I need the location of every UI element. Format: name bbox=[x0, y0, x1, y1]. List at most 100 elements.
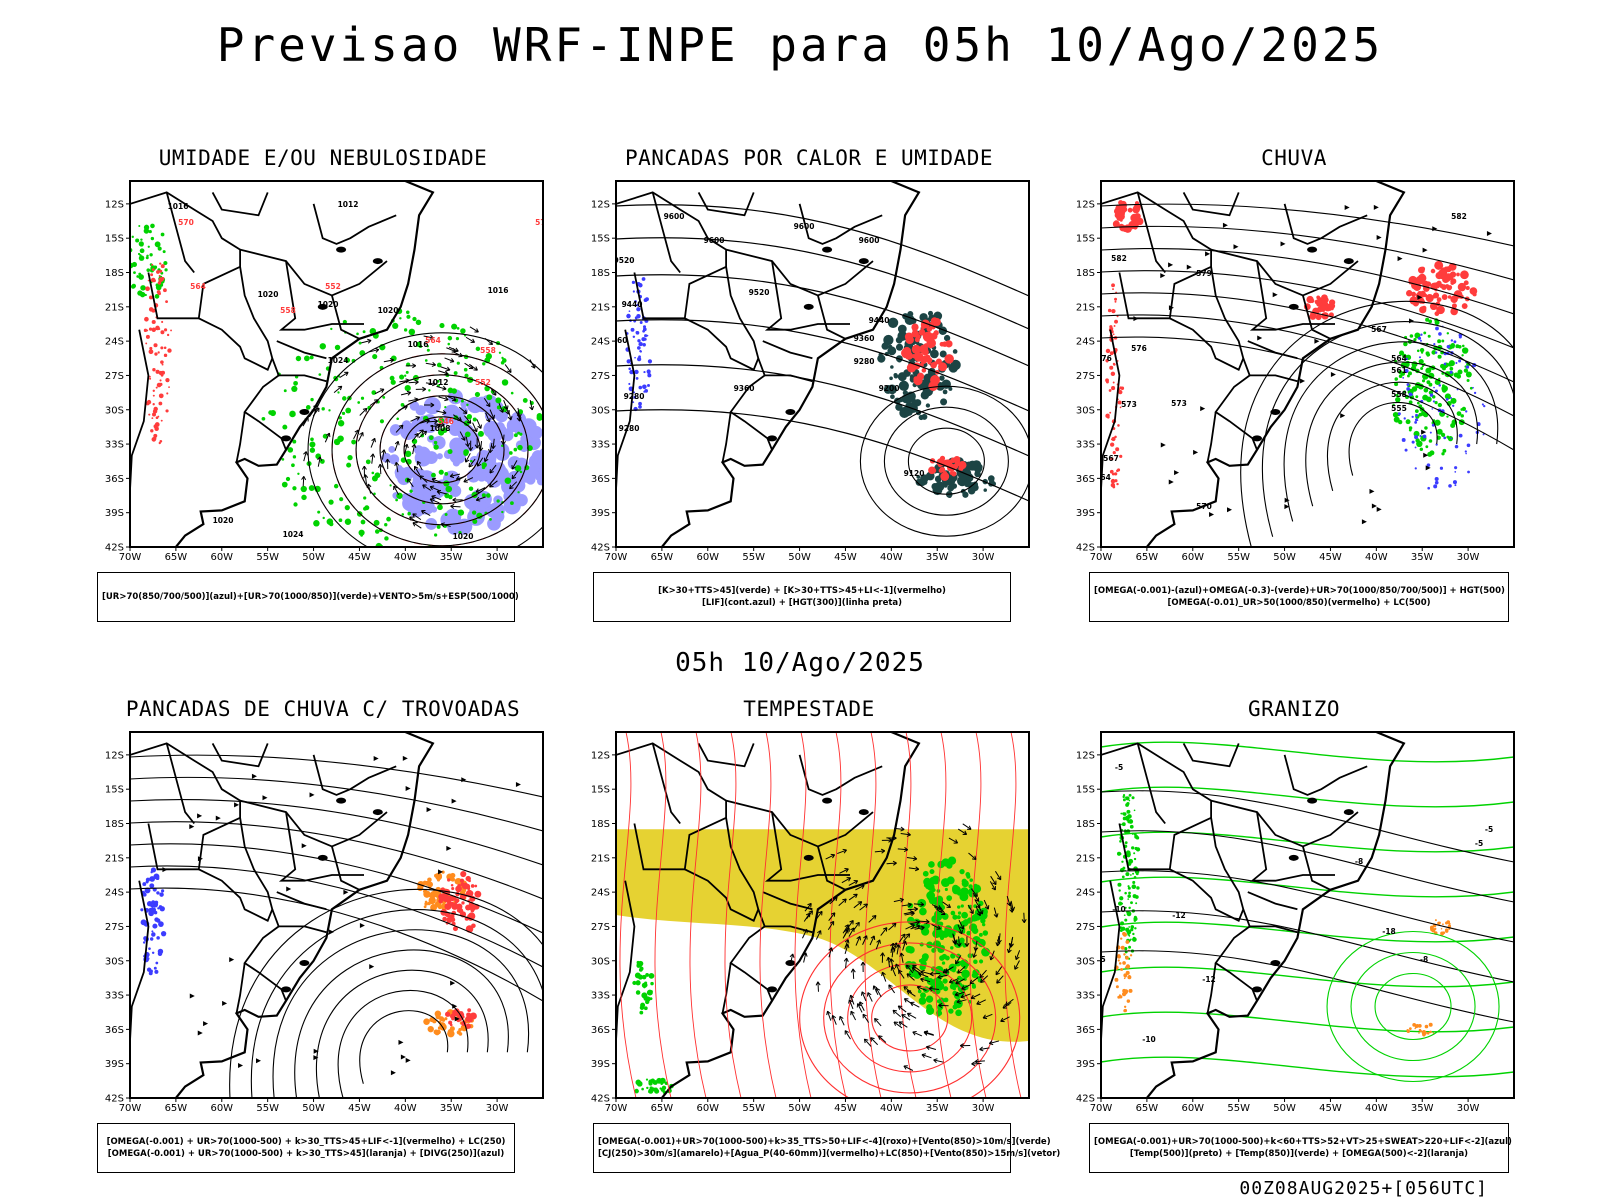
wind-arrow bbox=[1010, 936, 1014, 947]
streamline-marker bbox=[1168, 305, 1174, 311]
wind-arrow bbox=[911, 967, 921, 974]
wind-arrow-head bbox=[946, 903, 951, 909]
wind-arrow-head bbox=[370, 453, 376, 458]
shade-cell bbox=[388, 454, 400, 465]
shade-cell bbox=[973, 959, 978, 964]
lon-tick-label: 50W bbox=[302, 552, 325, 563]
shade-cell bbox=[1449, 366, 1454, 371]
wind-arrow bbox=[844, 944, 849, 955]
streamline bbox=[829, 732, 847, 1098]
wind-arrow-head bbox=[379, 388, 385, 393]
shade-cell bbox=[921, 953, 929, 961]
wind-arrow-head bbox=[503, 405, 509, 410]
shade-cell bbox=[1397, 412, 1401, 416]
shade-cell bbox=[918, 329, 926, 336]
border-line bbox=[1206, 962, 1217, 1014]
shade-cell bbox=[150, 429, 154, 433]
wind-arrow-head bbox=[853, 879, 859, 885]
legend-umidade-line-1: [UR>70(850/700/500)](azul)+[UR>70(1000/8… bbox=[102, 592, 519, 602]
shade-cell bbox=[982, 922, 986, 927]
shade-cell bbox=[628, 310, 631, 313]
shade-cell bbox=[626, 313, 631, 319]
lat-tick-label: 33S bbox=[105, 991, 124, 1002]
shade-cell bbox=[1452, 480, 1457, 485]
shade-cell bbox=[1418, 266, 1425, 274]
lat-tick-label: 42S bbox=[1076, 543, 1095, 554]
wind-arrow bbox=[453, 414, 462, 421]
wind-arrow bbox=[381, 449, 385, 460]
wind-arrow bbox=[489, 409, 495, 419]
shade-cell bbox=[929, 321, 934, 326]
wind-arrow bbox=[839, 1016, 845, 1026]
shade-cell bbox=[481, 462, 487, 468]
shade-cell bbox=[1118, 889, 1121, 892]
shade-cell bbox=[929, 349, 939, 359]
wind-arrow-head bbox=[374, 399, 379, 404]
streamline-marker bbox=[1340, 413, 1346, 419]
shade-cell bbox=[152, 409, 158, 414]
streamline-marker bbox=[451, 798, 457, 804]
border-line bbox=[817, 295, 846, 340]
lat-tick-label: 30S bbox=[591, 956, 610, 967]
wind-arrow bbox=[529, 359, 536, 369]
shade-cell bbox=[151, 319, 156, 325]
legend-pancadas-trovoadas: [OMEGA(-0.001) + UR>70(1000-500) + k>30_… bbox=[97, 1123, 515, 1173]
streamline-marker bbox=[197, 813, 203, 819]
contour-label: 9440 bbox=[622, 300, 643, 309]
lon-tick-label: 65W bbox=[165, 1103, 188, 1114]
omega-orange-south bbox=[1406, 1022, 1435, 1037]
shade-cell bbox=[637, 339, 641, 343]
wind-arrow bbox=[408, 398, 419, 402]
wind-arrow-head bbox=[450, 503, 455, 509]
wind-arrow-head bbox=[914, 866, 920, 872]
shade-cell bbox=[136, 275, 139, 278]
shade-cell bbox=[1109, 365, 1114, 370]
shade-cell bbox=[1414, 1027, 1416, 1030]
wind-arrow bbox=[944, 966, 954, 973]
shade-cell bbox=[158, 921, 164, 927]
map-base-0 bbox=[130, 181, 435, 547]
shade-cell bbox=[1124, 966, 1127, 969]
shade-cell bbox=[514, 465, 522, 472]
shade-cell bbox=[920, 323, 925, 327]
wind-arrow-head bbox=[828, 947, 834, 952]
wind-arrow bbox=[410, 416, 420, 422]
lake-marker bbox=[1252, 986, 1263, 993]
shade-cell bbox=[889, 318, 898, 328]
wind-arrow-head bbox=[925, 919, 930, 925]
wind-arrow bbox=[954, 991, 965, 996]
shade-cell bbox=[428, 894, 432, 898]
shade-cell bbox=[958, 461, 967, 470]
shade-cell bbox=[1440, 363, 1445, 369]
contour-line bbox=[859, 385, 1029, 537]
shade-cell bbox=[1128, 793, 1132, 797]
wind-arrow bbox=[861, 991, 867, 1002]
shade-cell bbox=[1414, 446, 1417, 449]
wind-arrow bbox=[1015, 950, 1021, 960]
lat-tick-label: 18S bbox=[591, 268, 610, 279]
shade-cell bbox=[389, 375, 395, 381]
shade-cell bbox=[936, 999, 941, 1004]
streamline-marker bbox=[1314, 338, 1320, 344]
wind-arrow-head bbox=[406, 390, 412, 396]
wind-arrow-head bbox=[394, 461, 400, 467]
wind-arrow-head bbox=[880, 952, 886, 957]
shade-cell bbox=[1394, 382, 1399, 387]
shade-cell bbox=[155, 283, 159, 287]
lat-tick-label: 21S bbox=[1076, 853, 1095, 864]
shade-cell bbox=[1111, 283, 1115, 288]
lat-tick-label: 36S bbox=[105, 1025, 124, 1036]
streamline bbox=[337, 989, 469, 1098]
wind-arrow bbox=[892, 1009, 901, 1018]
shade-cell bbox=[932, 977, 942, 987]
hgt500-labels: 5825825795765735705675645615585555735705… bbox=[1101, 212, 1467, 511]
wind-arrow bbox=[890, 943, 894, 954]
wind-arrow-head bbox=[374, 347, 380, 353]
lat-tick-label: 12S bbox=[591, 750, 610, 761]
lake-marker bbox=[336, 797, 347, 804]
border-line bbox=[197, 265, 274, 371]
shade-cell bbox=[978, 959, 984, 964]
shade-cell bbox=[1125, 940, 1130, 944]
border-line bbox=[1249, 925, 1298, 934]
lat-tick-label: 33S bbox=[591, 991, 610, 1002]
